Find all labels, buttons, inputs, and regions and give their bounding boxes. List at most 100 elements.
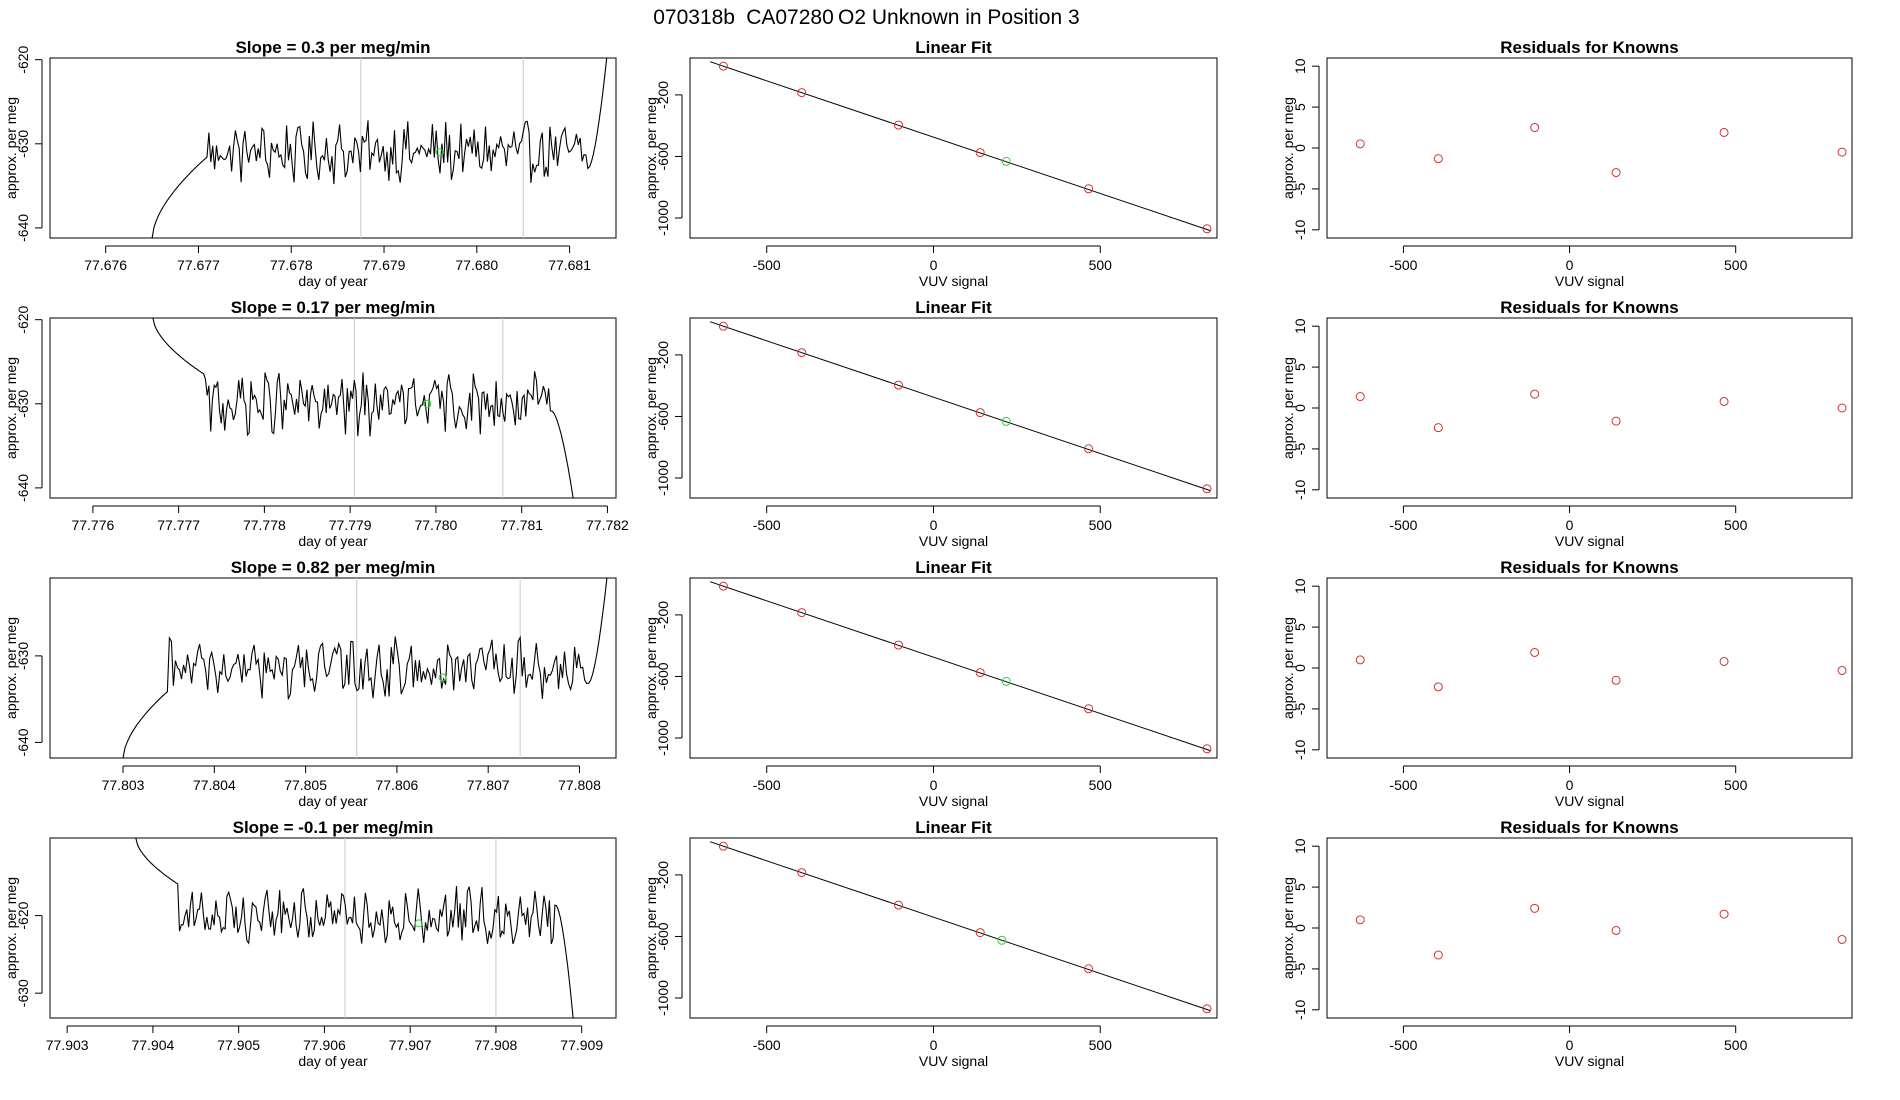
known-point (1719, 127, 1729, 137)
x-axis-title: day of year (298, 793, 368, 809)
panel-title: Residuals for Knowns (1500, 558, 1679, 577)
unknown-marker (435, 148, 444, 157)
y-tick-label: -630 (15, 130, 31, 158)
y-tick-label: -1000 (655, 200, 671, 236)
fit-line (709, 321, 1211, 492)
known-point (893, 640, 903, 650)
x-tick-label: 0 (1566, 257, 1574, 273)
title-sample: CA07280 (746, 6, 834, 29)
unknown-marker (414, 919, 423, 928)
known-point (1084, 184, 1094, 194)
x-tick-label: 500 (1089, 517, 1113, 533)
panel-title: Linear Fit (915, 818, 992, 837)
x-axis: -500 0 500 VUV signal (753, 505, 1113, 549)
panel-title: Slope = -0.1 per meg/min (233, 818, 434, 837)
panel-linear-fit-row-3: Linear Fit -500 0 500 VUV signal -1000 -600 -20… (643, 558, 1218, 809)
known-point (718, 61, 728, 71)
panel-title: Residuals for Knowns (1500, 298, 1679, 317)
series-line (122, 578, 608, 758)
plot-frame (49, 57, 617, 239)
y-tick-label: -10 (1292, 739, 1308, 759)
y-axis-title: approx. per meg (3, 877, 19, 979)
y-tick-label: 5 (1292, 883, 1308, 891)
x-tick-label: 77.909 (560, 1037, 603, 1053)
known-point (1202, 224, 1212, 234)
x-tick-label: 77.776 (71, 517, 114, 533)
y-tick-label: -600 (655, 402, 671, 430)
y-tick-label: -10 (1292, 219, 1308, 239)
x-axis-title: VUV signal (1555, 273, 1624, 289)
x-tick-label: -500 (753, 1037, 781, 1053)
x-tick-label: 0 (1566, 1037, 1574, 1053)
known-point (1837, 934, 1847, 944)
plot-frame (689, 837, 1218, 1019)
unknown-point (1001, 416, 1011, 426)
y-tick-label: -620 (15, 305, 31, 333)
known-point (718, 581, 728, 591)
panel-title: Linear Fit (915, 298, 992, 317)
known-point (1611, 416, 1621, 426)
x-axis-title: VUV signal (1555, 1053, 1624, 1069)
panel-residuals-row-2: Residuals for Knowns -500 0 500 VUV signal -1… (1280, 298, 1853, 549)
x-axis: -500 0 500 VUV signal (1389, 1025, 1748, 1069)
x-tick-label: 0 (930, 517, 938, 533)
x-axis: -500 0 500 VUV signal (753, 765, 1112, 809)
known-point (1611, 675, 1621, 685)
x-axis: -500 0 500 VUV signal (1389, 765, 1748, 809)
plot-frame (689, 317, 1218, 499)
x-axis-title: day of year (298, 273, 368, 289)
y-tick-label: -600 (655, 922, 671, 950)
y-axis-title: approx. per meg (3, 617, 19, 719)
known-point (797, 608, 807, 618)
x-axis: -500 0 500 VUV signal (753, 1025, 1112, 1069)
y-tick-label: 0 (1292, 404, 1308, 412)
y-tick-label: -10 (1292, 999, 1308, 1019)
x-tick-label: 77.680 (455, 257, 498, 273)
x-tick-label: 0 (1566, 517, 1574, 533)
x-tick-label: 77.681 (548, 257, 591, 273)
x-tick-label: 77.806 (375, 777, 418, 793)
y-tick-label: -640 (15, 474, 31, 502)
y-tick-label: -640 (15, 214, 31, 242)
x-tick-label: 77.807 (467, 777, 510, 793)
x-axis: 77.676 77.677 77.678 77.679 77.680 77.681 day … (84, 245, 591, 289)
x-tick-label: 0 (1566, 777, 1574, 793)
known-point (1611, 925, 1621, 935)
y-axis: -10 -5 0 5 10 approx. per meg (1280, 578, 1320, 760)
x-tick-label: 0 (930, 257, 938, 273)
figure-title: 070318b CA07280 O2 Unknown in Position 3 (653, 6, 1079, 29)
y-axis-title: approx. per meg (643, 877, 659, 979)
known-point (1530, 123, 1540, 133)
title-description: O2 Unknown in Position 3 (838, 6, 1080, 29)
panel-linear-fit-row-4: Linear Fit -500 0 500 VUV signal -1000 -600 -20… (643, 818, 1218, 1069)
x-tick-label: -500 (753, 257, 781, 273)
known-point (1530, 389, 1540, 399)
y-axis-title: approx. per meg (3, 97, 19, 199)
y-axis: -10 -5 0 5 10 approx. per meg (1280, 838, 1320, 1020)
known-point (1611, 168, 1621, 178)
fit-line (709, 841, 1211, 1012)
x-tick-label: 77.778 (243, 517, 286, 533)
known-point (1355, 655, 1365, 665)
known-point (1202, 484, 1212, 494)
known-point (1837, 403, 1847, 413)
x-tick-label: 500 (1089, 257, 1113, 273)
known-point (1084, 444, 1094, 454)
y-tick-label: -1000 (655, 720, 671, 756)
x-tick-label: 77.777 (157, 517, 200, 533)
panel-title: Linear Fit (915, 38, 992, 57)
plot-frame (49, 577, 617, 759)
panel-residuals-row-4: Residuals for Knowns -500 0 500 VUV signal -1… (1280, 818, 1853, 1069)
known-point (975, 928, 985, 938)
x-axis: -500 0 500 VUV signal (1389, 505, 1748, 549)
y-tick-label: -620 (15, 45, 31, 73)
x-axis-title: VUV signal (1555, 533, 1624, 549)
x-tick-label: 77.805 (284, 777, 327, 793)
x-axis-title: VUV signal (919, 793, 988, 809)
x-axis: 77.903 77.904 77.905 77.906 77.907 77.908 77.9… (46, 1025, 603, 1069)
known-point (893, 120, 903, 130)
x-tick-label: 77.803 (102, 777, 145, 793)
